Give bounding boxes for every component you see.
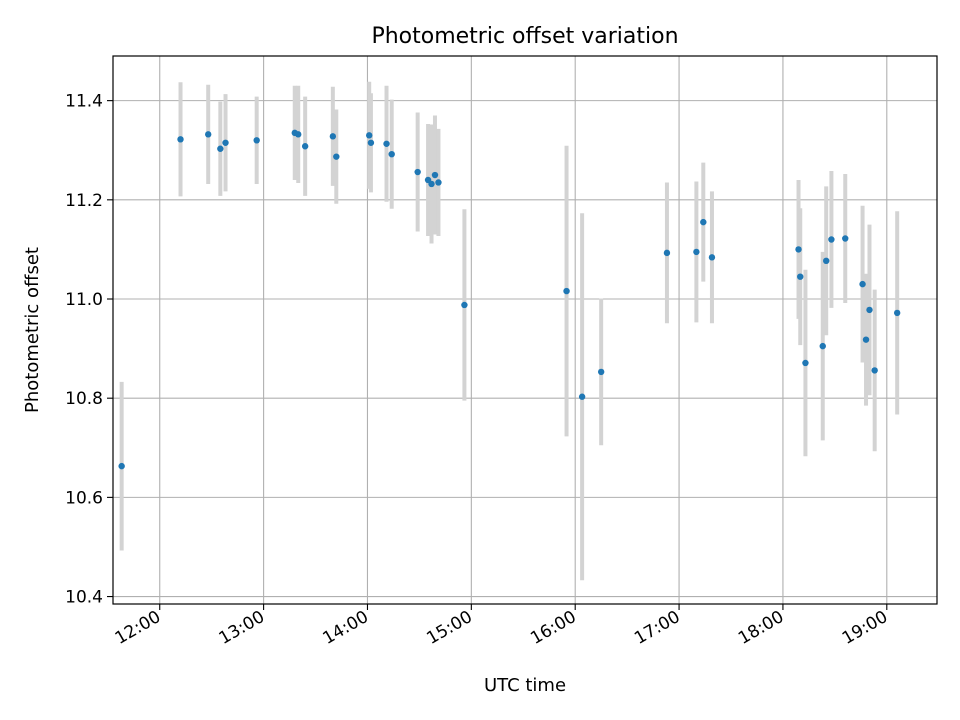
data-point: [893, 309, 901, 317]
plot-frame: [112, 55, 938, 605]
y-tick-label: 10.8: [65, 389, 103, 409]
data-point: [597, 368, 605, 376]
data-point: [663, 249, 671, 257]
data-point: [205, 131, 212, 138]
y-tick-label: 10.6: [65, 488, 103, 508]
data-point: [700, 218, 707, 226]
data-point: [797, 273, 804, 280]
y-tick-label: 11.2: [65, 191, 103, 211]
y-tick-label: 11.4: [65, 92, 103, 112]
x-tick-label: 17:00: [631, 607, 683, 649]
data-point: [428, 180, 435, 188]
y-tick-label: 11.0: [65, 290, 103, 310]
data-point: [222, 139, 229, 146]
data-point: [862, 336, 870, 343]
errorbar-layer: [119, 81, 900, 581]
data-point: [383, 140, 390, 147]
data-point: [828, 236, 835, 243]
data-point: [177, 136, 184, 143]
x-tick-label: 18:00: [735, 607, 787, 649]
data-point: [217, 145, 224, 152]
data-point: [388, 150, 395, 158]
data-point: [435, 179, 442, 186]
data-point: [414, 168, 421, 176]
y-axis-ticks: 10.4 10.6 10.8 11.0 11.2 11.4: [65, 92, 113, 608]
grid-layer: [113, 56, 937, 604]
x-tick-label: 12:00: [112, 607, 164, 649]
x-tick-label: 16:00: [527, 607, 579, 649]
data-point: [795, 246, 802, 253]
data-point: [563, 287, 570, 295]
y-axis-label: Photometric offset: [22, 247, 43, 413]
data-point: [333, 153, 340, 160]
point-layer: [118, 129, 901, 470]
data-point: [578, 393, 586, 400]
data-point: [118, 462, 125, 470]
data-point: [329, 133, 337, 140]
data-point: [871, 367, 878, 374]
y-tick-label: 10.4: [65, 588, 103, 608]
data-point: [431, 171, 439, 179]
chart-title: Photometric offset variation: [371, 24, 678, 49]
data-point: [866, 306, 873, 314]
data-point: [842, 235, 849, 242]
data-point: [708, 254, 716, 261]
x-tick-label: 14:00: [320, 607, 372, 649]
x-tick-label: 13:00: [216, 607, 268, 649]
x-tick-label: 15:00: [423, 607, 475, 649]
data-point: [461, 301, 468, 309]
data-point: [366, 132, 373, 139]
data-point: [819, 342, 826, 350]
x-axis-label: UTC time: [484, 675, 566, 696]
data-point: [295, 131, 302, 138]
data-point: [367, 139, 375, 146]
data-point: [823, 257, 830, 265]
data-point: [253, 137, 260, 144]
data-point: [301, 143, 309, 150]
data-point: [859, 280, 866, 288]
x-tick-label: 19:00: [839, 607, 891, 649]
x-axis-ticks: 12:00 13:00 14:00 15:00 16:00 17:00 18:00 19:00: [112, 604, 891, 649]
data-point: [802, 359, 809, 367]
data-point: [693, 248, 700, 256]
